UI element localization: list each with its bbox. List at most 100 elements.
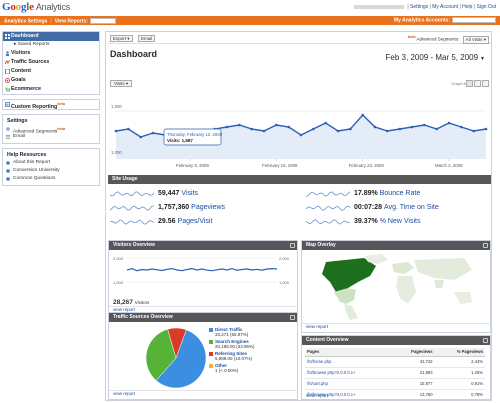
help-item-label: Common Questions: [13, 176, 56, 181]
metric-select[interactable]: Visits ▾: [110, 80, 133, 87]
chart-point[interactable]: [460, 125, 463, 129]
chart-point[interactable]: [398, 127, 402, 131]
analytics-settings-link[interactable]: Analytics Settings: [4, 18, 48, 25]
orange-nav-bar: Analytics Settings | View Reports: My Anal…: [0, 16, 500, 25]
chart-point[interactable]: [386, 129, 389, 133]
export-button[interactable]: Export ▾: [110, 35, 133, 42]
chart-point[interactable]: [225, 125, 229, 129]
view-report-link[interactable]: view report: [113, 307, 136, 312]
chart-point[interactable]: [250, 127, 253, 131]
sidebar-item-label: Saved Reports: [17, 42, 50, 47]
chart-point[interactable]: [435, 127, 439, 131]
map-region-canada[interactable]: [322, 258, 376, 296]
sidebar-item-content[interactable]: Content: [3, 67, 99, 76]
about-report-link[interactable]: About this Report: [3, 159, 99, 167]
chart-point[interactable]: [139, 135, 142, 139]
chart-point[interactable]: [349, 127, 352, 131]
settings-icon[interactable]: [483, 243, 488, 248]
metric-label-link[interactable]: Pages/Visit: [177, 218, 213, 225]
advanced-segments-label: Advanced Segments:: [416, 36, 460, 42]
graph-week-button[interactable]: [474, 80, 481, 87]
chart-point[interactable]: [410, 125, 414, 129]
chart-point[interactable]: [423, 123, 426, 127]
pie-slice[interactable]: [167, 327, 187, 359]
pct-cell: 0.78%: [434, 389, 485, 399]
chart-point[interactable]: [151, 131, 155, 135]
metric-label-link[interactable]: Visits: [181, 190, 199, 197]
help-heading: Help Resources: [7, 152, 47, 158]
settings-icon[interactable]: [290, 315, 295, 320]
chart-point[interactable]: [114, 129, 118, 133]
metric-label-link[interactable]: Bounce Rate: [379, 190, 421, 197]
table-row: /ht/home.php 42,742 2.44%: [305, 356, 485, 368]
sidebar-item-dashboard[interactable]: Dashboard: [3, 32, 99, 41]
page-link[interactable]: /ht/browse.php?2.0.0.0.1+: [307, 370, 356, 375]
settings-icon[interactable]: [483, 338, 488, 343]
site-usage-header: Site Usage: [108, 175, 491, 184]
map-region-usa[interactable]: [334, 288, 356, 304]
email-link[interactable]: Email: [3, 133, 99, 141]
metric-label-link[interactable]: Avg. Time on Site: [384, 204, 439, 211]
chart-point[interactable]: [299, 133, 303, 137]
page-link[interactable]: /ht/cart.php: [307, 381, 328, 386]
chart-point[interactable]: [262, 129, 266, 133]
metric-value: 29.56: [158, 218, 176, 225]
sparkline: [110, 191, 154, 197]
graph-month-button[interactable]: [482, 80, 489, 87]
visits-line-chart[interactable]: 1,000 1,000 February 9, 2009 February 16,…: [108, 89, 491, 174]
my-account-link[interactable]: My Account: [432, 4, 459, 10]
date-range-picker[interactable]: Feb 3, 2009 - Mar 5, 2009 ▼: [386, 53, 485, 62]
view-report-link[interactable]: view report: [306, 324, 329, 329]
traffic-sources-pie[interactable]: [144, 326, 208, 390]
sidebar-item-label: Dashboard: [11, 33, 39, 39]
page-link[interactable]: /ht/home.php: [307, 359, 332, 364]
settings-icon[interactable]: [290, 243, 295, 248]
sidebar-item-saved-reports[interactable]: ▸ Saved Reports: [14, 42, 50, 47]
metric-label-link[interactable]: Pageviews: [191, 204, 226, 211]
visitors-icon: [6, 51, 9, 56]
chart-point[interactable]: [312, 127, 315, 131]
world-map[interactable]: [304, 252, 489, 321]
email-button[interactable]: Email: [138, 35, 156, 42]
graph-day-button[interactable]: [466, 80, 473, 87]
chart-point[interactable]: [373, 125, 377, 129]
chart-point[interactable]: [287, 125, 290, 129]
sidebar-item-custom-reporting[interactable]: Custom Reportingbeta: [3, 100, 99, 110]
page-link[interactable]: /ht/browse.php?3.0.0.0.1+: [307, 392, 356, 397]
chart-point[interactable]: [472, 129, 476, 133]
view-report-link[interactable]: view report: [113, 391, 136, 396]
chart-point[interactable]: [127, 127, 130, 131]
chart-point[interactable]: [484, 127, 488, 131]
view-report-link[interactable]: view report: [306, 393, 329, 398]
legend-label: Referring Sites: [215, 351, 248, 356]
conversion-university-link[interactable]: Conversion University: [3, 167, 99, 175]
chart-point[interactable]: [447, 121, 451, 125]
google-analytics-logo[interactable]: Google Analytics: [2, 1, 70, 13]
chart-point[interactable]: [275, 123, 278, 127]
help-link[interactable]: Help: [462, 4, 473, 10]
chart-point[interactable]: [336, 129, 340, 133]
pie-slice[interactable]: [145, 328, 177, 381]
view-reports-select[interactable]: [89, 18, 116, 24]
sidebar-item-visitors[interactable]: Visitors: [3, 49, 99, 58]
legend-value: 33,271 (55.97%): [215, 332, 249, 337]
visitors-overview-header: Visitors Overview: [109, 241, 297, 250]
traffic-sources-panel: Traffic Sources Overview Direct Traffic 3…: [108, 312, 298, 400]
sign-out-link[interactable]: Sign Out: [476, 4, 496, 10]
settings-link[interactable]: Settings: [410, 4, 429, 10]
table-row: /ht/browse.php?3.0.0.0.1+ 13,760 0.78%: [305, 389, 485, 399]
chart-point[interactable]: [361, 113, 364, 117]
advanced-segments-link[interactable]: Advanced Segmentsbeta: [3, 125, 99, 135]
common-questions-link[interactable]: Common Questions: [3, 175, 99, 183]
sidebar-item-ecommerce[interactable]: Ecommerce: [3, 85, 99, 94]
sidebar-item-goals[interactable]: Goals: [3, 76, 99, 85]
sidebar-item-traffic-sources[interactable]: Traffic Sources: [3, 58, 99, 67]
segment-select[interactable]: All Visits ▾: [462, 35, 489, 44]
chart-controls: Visits ▾ Graph by:: [108, 80, 491, 89]
accounts-select[interactable]: [452, 17, 496, 23]
chart-point[interactable]: [238, 123, 241, 127]
metric-label-link[interactable]: % New Visits: [379, 218, 421, 225]
pie-slice[interactable]: [155, 329, 207, 389]
panel-footer: [302, 323, 490, 332]
chart-point[interactable]: [324, 121, 327, 125]
